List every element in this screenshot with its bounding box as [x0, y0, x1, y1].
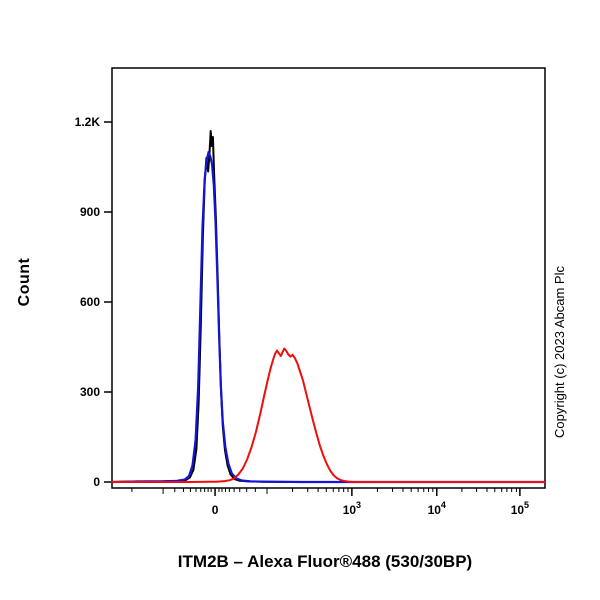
x-tick-label: 105: [511, 500, 529, 517]
histogram-red: [111, 347, 546, 483]
plot-frame: [111, 67, 546, 489]
y-tick-label: 600: [80, 295, 100, 309]
x-axis-label: ITM2B – Alexa Fluor®488 (530/30BP): [177, 552, 473, 571]
copyright-text: Copyright (c) 2023 Abcam Plc: [552, 266, 567, 438]
y-tick-label: 0: [93, 475, 100, 489]
x-tick-label: 103: [343, 500, 361, 517]
x-tick-label: 0: [212, 503, 219, 517]
x-tick-label: 104: [428, 500, 446, 517]
histogram-black: [111, 130, 546, 483]
y-tick-label: 300: [80, 385, 100, 399]
histogram-blue: [110, 150, 547, 484]
y-tick-label: 1.2K: [75, 115, 101, 129]
y-tick-label: 900: [80, 205, 100, 219]
y-axis-label: Count: [16, 257, 33, 307]
